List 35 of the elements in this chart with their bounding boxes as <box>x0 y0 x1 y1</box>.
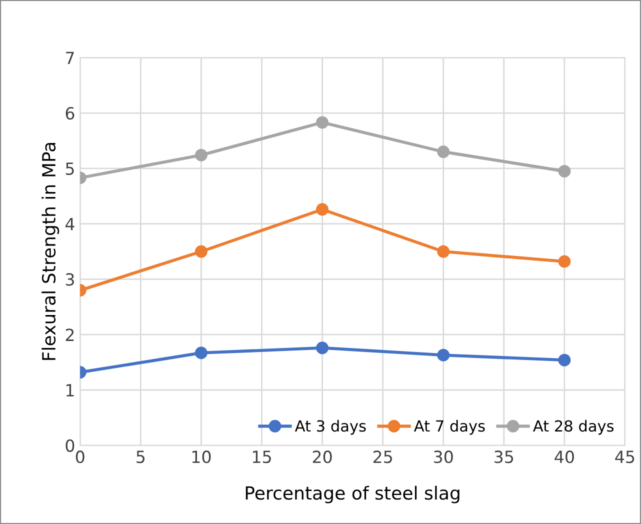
point <box>194 346 208 360</box>
x-tick-label: 30 <box>434 450 453 464</box>
point <box>316 342 329 354</box>
point <box>558 354 571 366</box>
x-tick-label: 40 <box>554 450 574 464</box>
x-tick-label: 15 <box>252 450 271 464</box>
point <box>316 203 329 216</box>
x-tick-label: 20 <box>312 450 332 464</box>
point <box>437 146 450 158</box>
point <box>437 245 450 258</box>
x-tick-label: 0 <box>76 450 84 464</box>
point <box>558 255 571 268</box>
x-tick-label: 45 <box>615 450 634 464</box>
y-axis-title: Flexural Strength in MPa <box>42 143 60 360</box>
y-tick-label: 2 <box>66 328 74 341</box>
point <box>194 245 208 258</box>
point <box>437 348 450 362</box>
y-tick-label: 7 <box>66 52 74 64</box>
y-tick-label: 6 <box>66 106 74 120</box>
y-tick-label: 5 <box>66 162 74 175</box>
x-axis-title: Percentage of steel slag <box>246 486 460 504</box>
y-tick-label: 3 <box>66 273 74 286</box>
legend-label: At 28 days <box>533 420 614 435</box>
x-tick-label: 10 <box>192 450 211 464</box>
point <box>316 116 329 129</box>
point <box>558 164 571 178</box>
y-tick-label: 0 <box>66 439 74 452</box>
x-tick-label: 5 <box>136 450 145 464</box>
y-tick-label: 1 <box>66 384 74 396</box>
legend-label: At 7 days <box>414 420 485 435</box>
x-tick-label: 35 <box>494 450 514 464</box>
y-tick-label: 4 <box>65 218 74 230</box>
point <box>194 148 208 162</box>
x-tick-label: 25 <box>373 450 392 464</box>
legend-label: At 3 days <box>294 420 366 435</box>
